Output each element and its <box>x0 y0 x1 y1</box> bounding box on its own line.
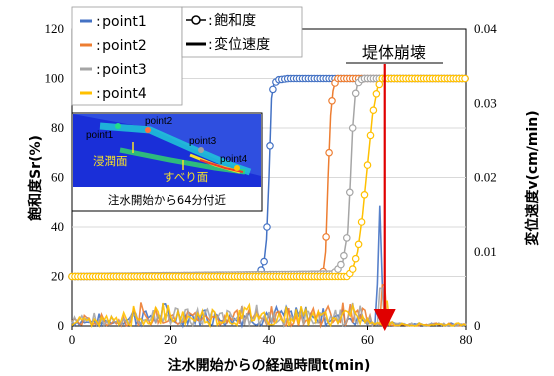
left-y-tick-labels: 0 20 40 60 80 100 120 <box>45 21 65 333</box>
saturation-point-point1 <box>269 85 277 94</box>
saturation-point-point3 <box>351 89 360 98</box>
legend: : point1 : point2 : point3 : point4 <box>71 6 183 106</box>
inset-label-slip: すべり面 <box>163 170 208 184</box>
right-y-tick-label: 0.03 <box>474 95 497 110</box>
legend-entry-velocity: : 変位速度 <box>208 36 270 53</box>
x-tick-label: 0 <box>69 332 76 347</box>
saturation-point-point4 <box>348 265 357 273</box>
saturation-point-point3 <box>337 260 345 269</box>
y-axis-title-left: 飽和度Sr(%) <box>27 135 44 222</box>
saturation-point-point3 <box>342 234 351 242</box>
x-axis-title: 注水開始からの経過時間t(min) <box>168 357 371 374</box>
left-y-tick-label: 80 <box>51 120 64 135</box>
saturation-point-point4 <box>354 240 363 249</box>
saturation-point-point3 <box>340 251 348 260</box>
legend-entry-point4: : point4 <box>96 86 147 102</box>
inset-label-point2: point2 <box>145 116 173 127</box>
inset-panel: point1 point2 point3 point4 浸潤面 すべり面 注水開… <box>71 112 263 212</box>
saturation-point-point2 <box>328 97 336 105</box>
legend-entry-point3: : point3 <box>96 62 147 78</box>
left-y-tick-label: 20 <box>51 269 64 284</box>
inset-label-point3: point3 <box>189 136 217 147</box>
x-tick-labels: 0 20 40 60 80 <box>69 326 473 347</box>
right-y-tick-labels: 0 0.01 0.02 0.03 0.04 <box>474 21 497 333</box>
saturation-point-point4 <box>360 191 369 199</box>
velocity-line-point4 <box>71 300 467 329</box>
legend-entry-saturation: : 飽和度 <box>208 12 256 29</box>
saturation-point-point4 <box>351 254 360 263</box>
collapse-label: 堤体崩壊 <box>362 43 426 62</box>
inset-label-infiltration: 浸潤面 <box>93 154 128 168</box>
saturation-point-point1 <box>260 257 268 266</box>
saturation-point-point1 <box>266 142 274 150</box>
saturation-point-point4 <box>369 106 378 115</box>
saturation-point-point3 <box>345 188 354 197</box>
saturation-point-point2 <box>322 233 330 241</box>
inset-label-point1: point1 <box>86 130 114 141</box>
left-y-tick-label: 120 <box>45 21 65 36</box>
saturation-point-point4 <box>372 90 381 98</box>
right-y-tick-label: 0.02 <box>474 170 497 185</box>
saturation-point-point1 <box>263 223 271 231</box>
x-tick-label: 60 <box>361 332 374 347</box>
left-y-tick-label: 100 <box>45 71 65 86</box>
right-y-tick-label: 0.04 <box>474 21 497 36</box>
saturation-series-group <box>68 74 469 281</box>
saturation-point-point3 <box>348 124 357 132</box>
saturation-point-point4 <box>363 161 372 169</box>
left-y-tick-label: 60 <box>51 170 64 185</box>
saturation-point-point4 <box>366 131 375 140</box>
y-axis-title-right: 変位速度v(cm/min) <box>524 110 541 245</box>
legend-secondary: : 飽和度 : 変位速度 <box>181 6 303 58</box>
velocity-series-group <box>71 205 467 329</box>
saturation-point-point4 <box>461 74 469 83</box>
saturation-point-point2 <box>325 148 333 157</box>
left-y-tick-label: 40 <box>51 219 64 234</box>
inset-caption: 注水開始から64分付近 <box>108 193 227 207</box>
left-y-tick-label: 0 <box>58 318 65 333</box>
right-y-tick-label: 0.01 <box>474 244 497 259</box>
x-tick-label: 20 <box>164 332 177 347</box>
saturation-series-point4 <box>68 74 469 281</box>
x-tick-label: 40 <box>263 332 276 347</box>
legend-saturation-marker-icon <box>191 15 201 25</box>
legend-entry-point2: : point2 <box>96 38 147 54</box>
saturation-point-point4 <box>375 80 384 89</box>
inset-label-point4: point4 <box>220 154 248 165</box>
legend-entry-point1: : point1 <box>96 14 147 30</box>
right-y-tick-label: 0 <box>474 318 481 333</box>
saturation-point-point4 <box>357 218 366 226</box>
x-tick-label: 80 <box>460 332 473 347</box>
